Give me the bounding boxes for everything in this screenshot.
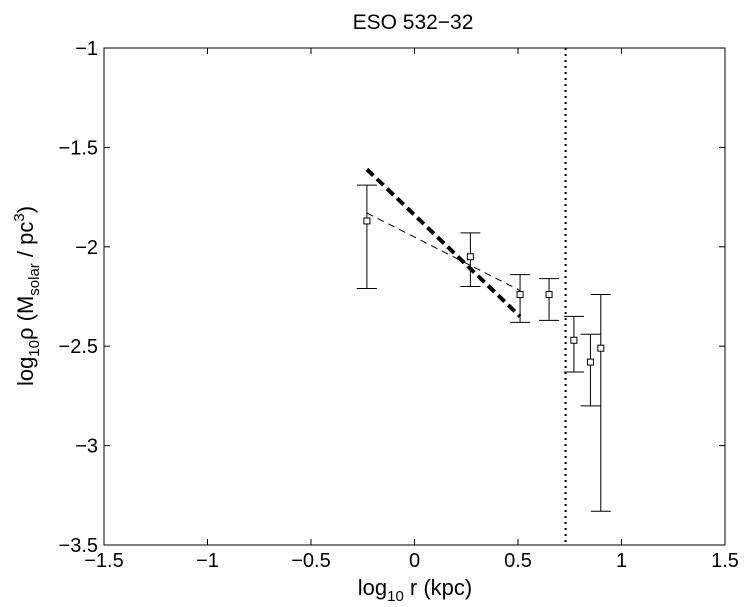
- y-tick-label: −3: [75, 436, 98, 458]
- square-marker: [363, 217, 371, 225]
- square-marker: [570, 336, 578, 344]
- fit-lines: [365, 167, 522, 318]
- fit-line-thin-dashed: [366, 212, 521, 291]
- x-tick-label: 0: [409, 550, 420, 572]
- square-marker: [516, 291, 524, 299]
- error-bars: [356, 184, 611, 512]
- x-tick-label: −1.5: [84, 550, 123, 572]
- fit-line-thick-dashed: [365, 167, 522, 318]
- y-axis-label: log10ρ (Msolar / pc3): [11, 206, 43, 386]
- x-tick-label: −1: [196, 550, 219, 572]
- square-marker: [545, 291, 553, 299]
- y-tick-label: −1.5: [59, 137, 98, 159]
- y-tick-label: −2.5: [59, 336, 98, 358]
- x-axis-label: log10 r (kpc): [358, 575, 473, 605]
- x-tick-label: 0.5: [504, 550, 532, 572]
- axis-ticks: [103, 47, 726, 546]
- x-tick-label: 1.5: [711, 550, 739, 572]
- chart-title: ESO 532−32: [353, 11, 474, 34]
- x-tick-label: −0.5: [291, 550, 330, 572]
- x-tick-labels: −1.5 −1 −0.5 0 0.5 1 1.5: [84, 550, 739, 572]
- square-marker: [586, 358, 594, 366]
- data-markers: [363, 217, 605, 366]
- y-tick-label: −2: [75, 237, 98, 259]
- y-tick-labels: −3.5 −3 −2.5 −2 −1.5 −1: [59, 38, 98, 557]
- x-tick-label: 1: [616, 550, 627, 572]
- plot-frame: [103, 47, 726, 546]
- y-tick-label: −3.5: [59, 535, 98, 557]
- y-tick-label: −1: [75, 38, 98, 60]
- square-marker: [597, 344, 605, 352]
- square-marker: [466, 253, 474, 261]
